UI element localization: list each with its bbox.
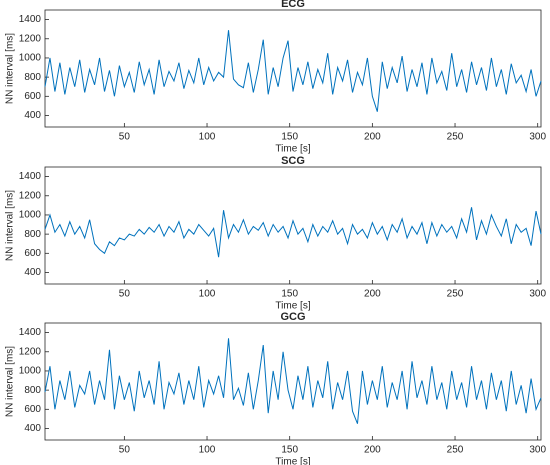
x-tick-label: 200 <box>364 289 381 300</box>
x-axis-label: Time [s] <box>275 457 310 465</box>
y-tick-label: 1200 <box>19 33 42 44</box>
y-tick-label: 400 <box>24 423 41 434</box>
x-tick-label: 200 <box>364 132 381 143</box>
data-line <box>44 338 542 424</box>
y-tick-label: 1000 <box>19 53 42 64</box>
data-line <box>44 30 542 112</box>
subplot: ECG Time [s] NN interval [ms] 50 100 150 200 25… <box>5 0 547 155</box>
x-tick-label: 150 <box>281 445 298 456</box>
x-tick-label: 50 <box>119 445 131 456</box>
x-tick-label: 300 <box>529 289 546 300</box>
axes-box <box>44 9 542 128</box>
x-tick-label: 150 <box>281 289 298 300</box>
y-tick-label: 1400 <box>19 14 42 25</box>
y-tick-label: 1200 <box>19 190 42 201</box>
y-axis-label: NN interval [ms] <box>5 346 16 417</box>
axes-box <box>44 166 542 285</box>
x-tick-label: 250 <box>447 289 464 300</box>
y-tick-label: 800 <box>24 385 41 396</box>
subplot-title: ECG <box>281 0 305 10</box>
y-tick-label: 1400 <box>19 171 42 182</box>
x-tick-label: 100 <box>199 445 216 456</box>
y-tick-label: 1400 <box>19 327 42 338</box>
subplot: SCG Time [s] NN interval [ms] 50 100 150 200 25… <box>5 155 547 312</box>
subplot-title: GCG <box>280 311 305 323</box>
x-tick-label: 300 <box>529 132 546 143</box>
y-tick-label: 800 <box>24 229 41 240</box>
x-tick-label: 200 <box>364 445 381 456</box>
y-tick-label: 400 <box>24 267 41 278</box>
y-tick-label: 600 <box>24 91 41 102</box>
subplot: GCG Time [s] NN interval [ms] 50 100 150 200 25… <box>5 311 547 465</box>
y-tick-label: 1000 <box>19 366 42 377</box>
x-tick-label: 50 <box>119 289 131 300</box>
data-line <box>44 207 542 258</box>
x-tick-label: 50 <box>119 132 131 143</box>
subplot-title: SCG <box>281 155 305 167</box>
x-tick-label: 100 <box>199 289 216 300</box>
y-tick-label: 400 <box>24 110 41 121</box>
axes-box <box>44 322 542 441</box>
y-axis-label: NN interval [ms] <box>5 33 16 104</box>
x-tick-label: 250 <box>447 132 464 143</box>
x-axis-label: Time [s] <box>275 301 310 312</box>
y-tick-label: 800 <box>24 72 41 83</box>
x-axis-label: Time [s] <box>275 144 310 155</box>
y-axis-label: NN interval [ms] <box>5 190 16 261</box>
x-tick-label: 150 <box>281 132 298 143</box>
x-tick-label: 100 <box>199 132 216 143</box>
x-tick-label: 250 <box>447 445 464 456</box>
x-tick-label: 300 <box>529 445 546 456</box>
y-tick-label: 600 <box>24 248 41 259</box>
y-tick-label: 600 <box>24 404 41 415</box>
y-tick-label: 1000 <box>19 210 42 221</box>
y-tick-label: 1200 <box>19 346 42 357</box>
